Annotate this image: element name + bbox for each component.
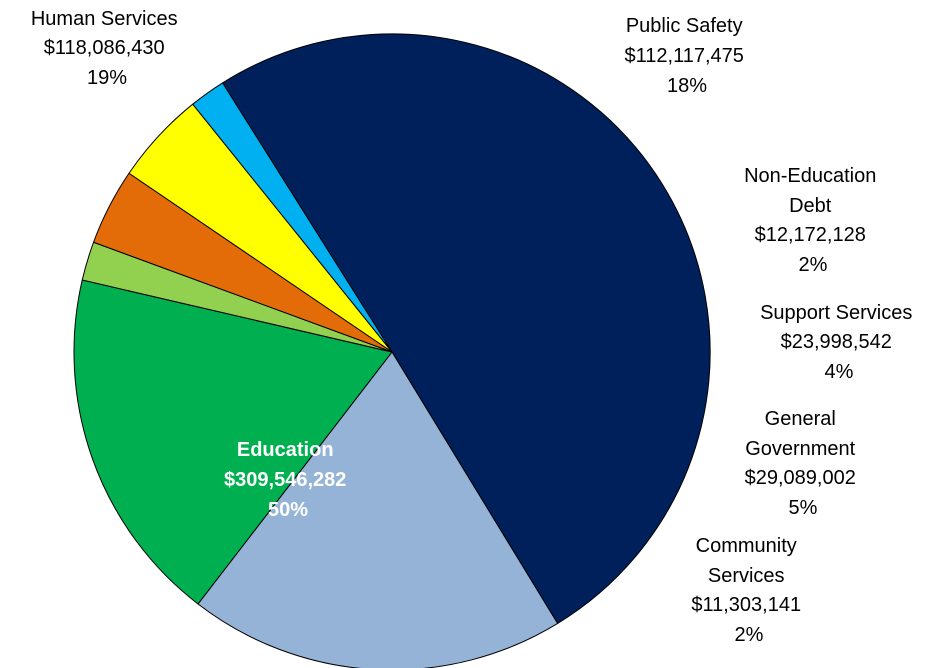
label-education-name: Education bbox=[237, 439, 334, 461]
label-community-services-pct: 2% bbox=[735, 624, 764, 646]
label-non-education-debt-name2: Debt bbox=[789, 195, 832, 217]
label-non-education-debt-name1: Non-Education bbox=[744, 165, 876, 187]
slice-public-safety bbox=[73, 279, 393, 605]
label-non-education-debt-value: $12,172,128 bbox=[755, 224, 866, 246]
label-education: Education $309,546,282 50% bbox=[224, 439, 352, 521]
label-community-services-name1: Community bbox=[696, 535, 797, 557]
label-non-education-debt-pct: 2% bbox=[799, 254, 828, 276]
label-public-safety-pct: 18% bbox=[667, 75, 707, 97]
label-education-pct: 50% bbox=[268, 499, 308, 521]
label-human-services-name: Human Services bbox=[31, 8, 178, 30]
label-general-government-value: $29,089,002 bbox=[745, 467, 856, 489]
label-support-services-pct: 4% bbox=[825, 361, 854, 383]
label-community-services: Community Services $11,303,141 2% bbox=[691, 535, 806, 646]
label-general-government-name2: Government bbox=[745, 438, 855, 460]
pie-slices bbox=[73, 33, 711, 668]
slice-education bbox=[222, 33, 711, 624]
label-general-government-name1: General bbox=[765, 408, 836, 430]
label-support-services-name: Support Services bbox=[760, 302, 912, 324]
label-general-government-pct: 5% bbox=[789, 497, 818, 519]
label-community-services-value: $11,303,141 bbox=[691, 594, 801, 616]
label-general-government: General Government $29,089,002 5% bbox=[745, 408, 862, 519]
slice-community-services bbox=[192, 82, 393, 353]
label-public-safety-name: Public Safety bbox=[626, 15, 743, 37]
label-support-services: Support Services $23,998,542 4% bbox=[760, 302, 918, 383]
label-human-services: Human Services $118,086,430 19% bbox=[31, 8, 183, 89]
label-human-services-value: $118,086,430 bbox=[44, 37, 165, 59]
label-human-services-pct: 19% bbox=[87, 67, 127, 89]
label-public-safety: Public Safety $112,117,475 18% bbox=[625, 15, 750, 97]
slice-human-services bbox=[197, 351, 559, 668]
label-education-value: $309,546,282 bbox=[224, 469, 346, 491]
label-non-education-debt: Non-Education Debt $12,172,128 2% bbox=[744, 165, 882, 276]
label-community-services-name2: Services bbox=[708, 565, 785, 587]
label-support-services-value: $23,998,542 bbox=[781, 331, 892, 353]
label-public-safety-value: $112,117,475 bbox=[625, 45, 744, 67]
